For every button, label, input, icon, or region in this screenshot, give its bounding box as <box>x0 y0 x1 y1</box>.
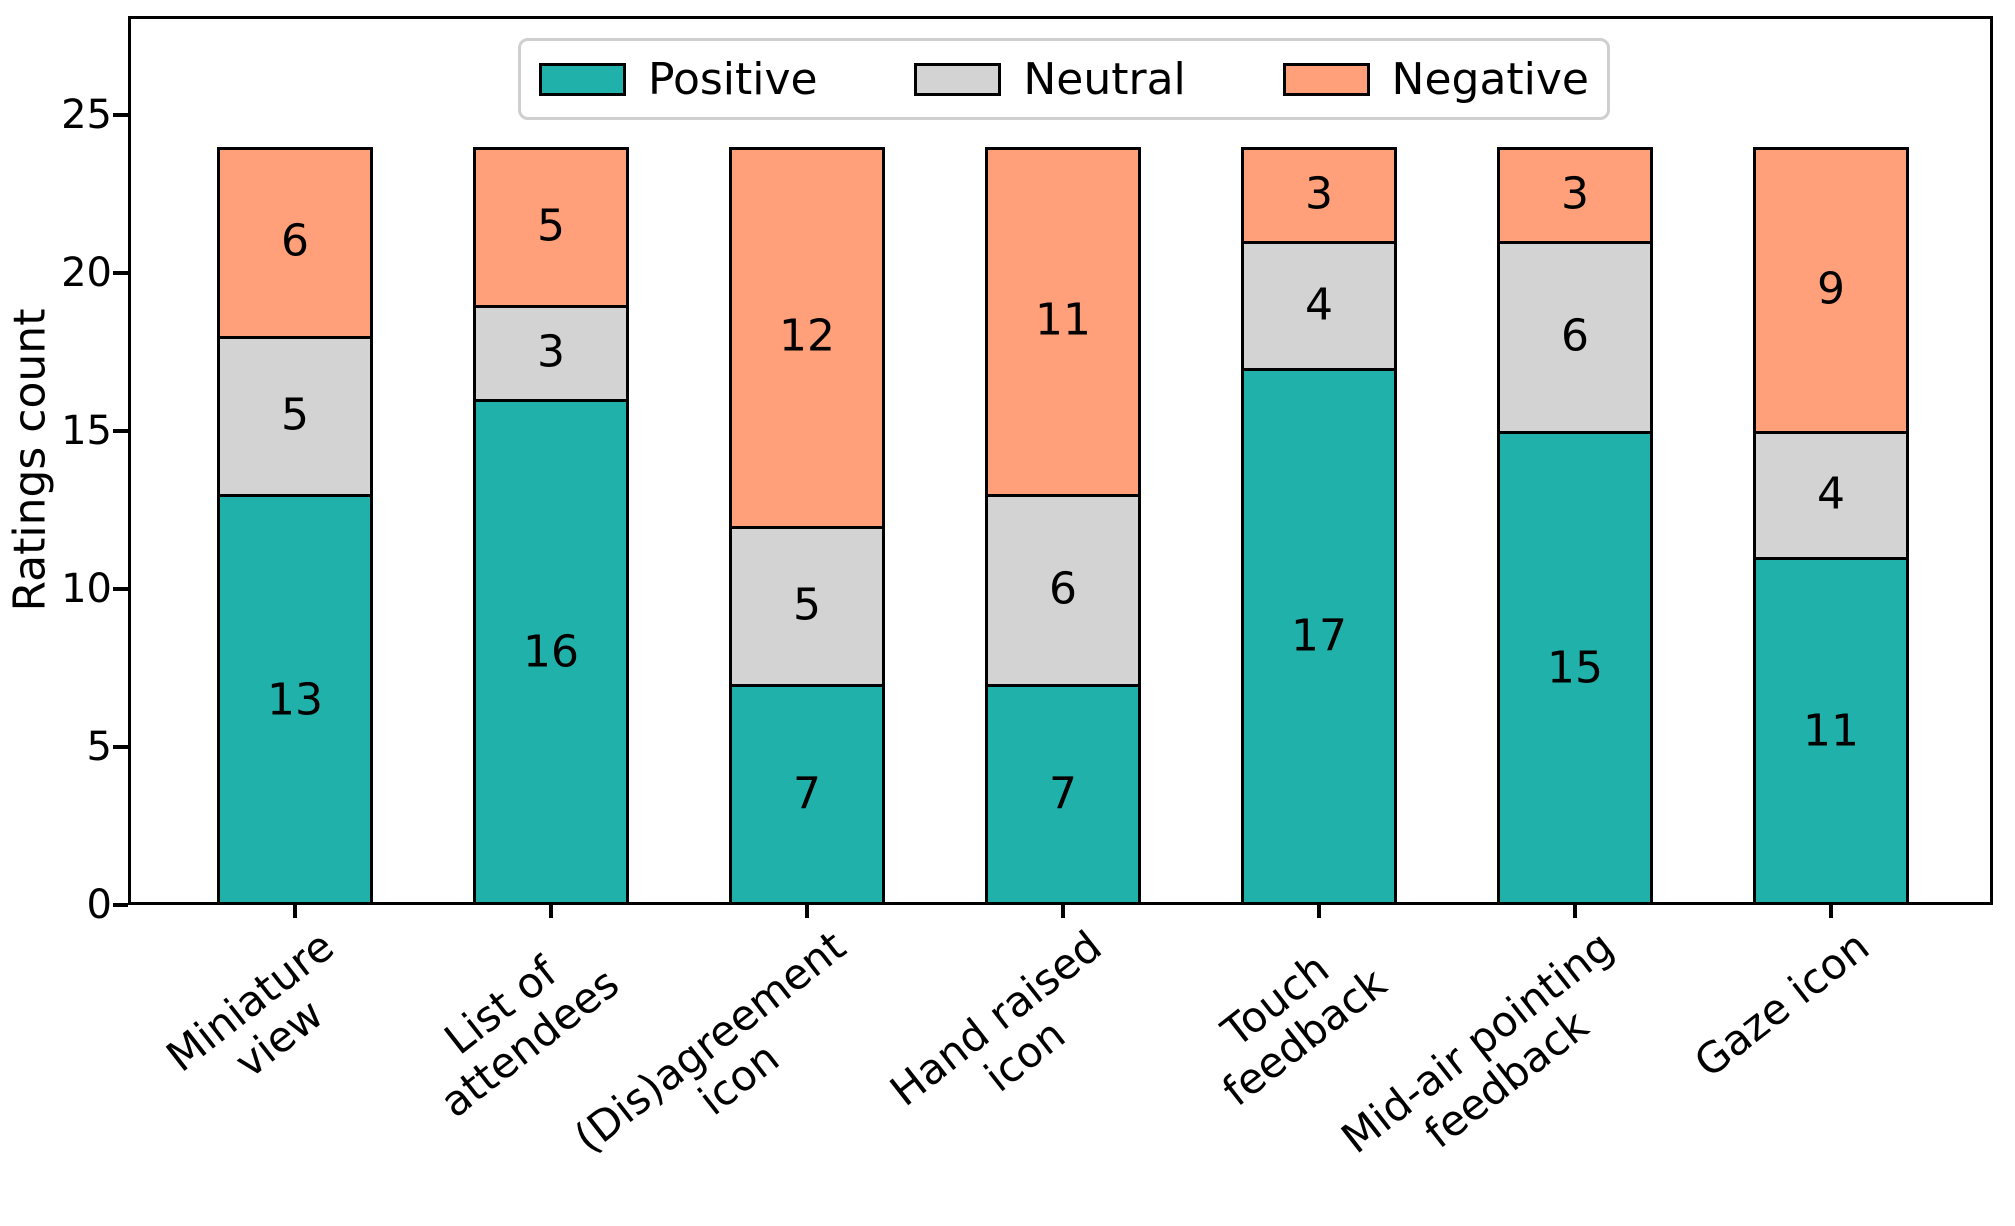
y-tick-10 <box>113 587 128 591</box>
bar-6-positive-segment <box>1497 431 1653 905</box>
bar-7-negative-segment <box>1753 146 1909 434</box>
bar-6-negative-value-label: 3 <box>1561 168 1589 220</box>
y-tick-20 <box>113 271 128 275</box>
x-tick-2 <box>549 905 553 918</box>
bar-2-positive-value-label: 16 <box>523 626 579 678</box>
legend-label-positive: Positive <box>648 53 818 105</box>
x-tick-label-7: Gaze icon <box>1685 921 1879 1088</box>
x-tick-3 <box>805 905 809 918</box>
bar-7-positive-value-label: 11 <box>1803 705 1859 757</box>
bar-5-neutral-value-label: 4 <box>1305 279 1333 331</box>
bar-1-neutral-segment <box>217 336 373 498</box>
y-tick-5 <box>113 745 128 749</box>
y-tick-label-5: 5 <box>86 724 112 770</box>
x-tick-4 <box>1061 905 1065 918</box>
x-tick-label-2: List of attendees <box>430 947 628 1128</box>
bar-4-neutral-value-label: 6 <box>1049 563 1077 615</box>
bar-1-positive-segment <box>217 494 373 905</box>
bar-1-positive-value-label: 13 <box>267 674 323 726</box>
y-tick-15 <box>113 429 128 433</box>
bar-6-positive-value-label: 15 <box>1547 642 1603 694</box>
x-tick-label-4: Hand raised icon <box>881 921 1111 1116</box>
y-tick-25 <box>113 113 128 117</box>
x-tick-1 <box>293 905 297 918</box>
bar-1-negative-value-label: 6 <box>281 215 309 267</box>
x-tick-label-1: Miniature view <box>156 921 343 1088</box>
bar-6-neutral-value-label: 6 <box>1561 310 1589 362</box>
bar-7-negative-value-label: 9 <box>1817 263 1845 315</box>
legend-label-neutral: Neutral <box>1023 53 1186 105</box>
bar-5-negative-value-label: 3 <box>1305 168 1333 220</box>
x-tick-label-3: (Dis)agreement icon <box>565 921 855 1163</box>
y-tick-label-15: 15 <box>61 408 112 454</box>
y-tick-label-20: 20 <box>61 250 112 296</box>
x-tick-7 <box>1829 905 1833 918</box>
bar-1-neutral-value-label: 5 <box>281 389 309 441</box>
bar-6-negative-segment <box>1497 146 1653 245</box>
bar-3-neutral-value-label: 5 <box>793 579 821 631</box>
x-tick-label-5: Touch feedback <box>1212 943 1396 1116</box>
legend-item-negative: Negative <box>1282 53 1589 105</box>
bar-2-negative-segment <box>473 146 629 308</box>
y-tick-0 <box>113 903 128 907</box>
y-tick-label-0: 0 <box>86 882 112 928</box>
bar-4-negative-value-label: 11 <box>1035 294 1091 346</box>
bar-7-neutral-value-label: 4 <box>1817 468 1845 520</box>
bar-5-positive-value-label: 17 <box>1291 610 1347 662</box>
bar-5-negative-segment <box>1241 146 1397 245</box>
legend-item-positive: Positive <box>539 54 818 105</box>
bar-5-positive-segment <box>1241 367 1397 905</box>
bar-4-positive-segment <box>985 683 1141 905</box>
bar-5-neutral-segment <box>1241 241 1397 371</box>
x-tick-5 <box>1317 905 1321 918</box>
bar-3-negative-segment <box>729 146 885 529</box>
y-tick-label-10: 10 <box>61 566 112 612</box>
bar-4-neutral-segment <box>985 494 1141 687</box>
bar-2-negative-value-label: 5 <box>537 200 565 252</box>
neutral-swatch <box>914 62 1002 96</box>
x-tick-label-6: Mid-air pointing feedback <box>1332 921 1623 1163</box>
bar-7-positive-segment <box>1753 557 1909 905</box>
bar-7-neutral-segment <box>1753 431 1909 561</box>
bar-4-negative-segment <box>985 146 1141 498</box>
x-tick-6 <box>1573 905 1577 918</box>
bar-6-neutral-segment <box>1497 241 1653 434</box>
y-tick-label-25: 25 <box>61 92 112 138</box>
legend-item-neutral: Neutral <box>914 53 1186 105</box>
bar-4-positive-value-label: 7 <box>1049 768 1077 820</box>
bar-1-negative-segment <box>217 146 373 340</box>
bar-3-negative-value-label: 12 <box>779 310 835 362</box>
legend-label-negative: Negative <box>1391 53 1589 105</box>
positive-swatch <box>539 62 626 96</box>
negative-swatch <box>1282 62 1370 96</box>
bar-3-positive-value-label: 7 <box>793 768 821 820</box>
bar-2-neutral-value-label: 3 <box>537 326 565 378</box>
legend: Positive Neutral Negative <box>518 38 1610 120</box>
